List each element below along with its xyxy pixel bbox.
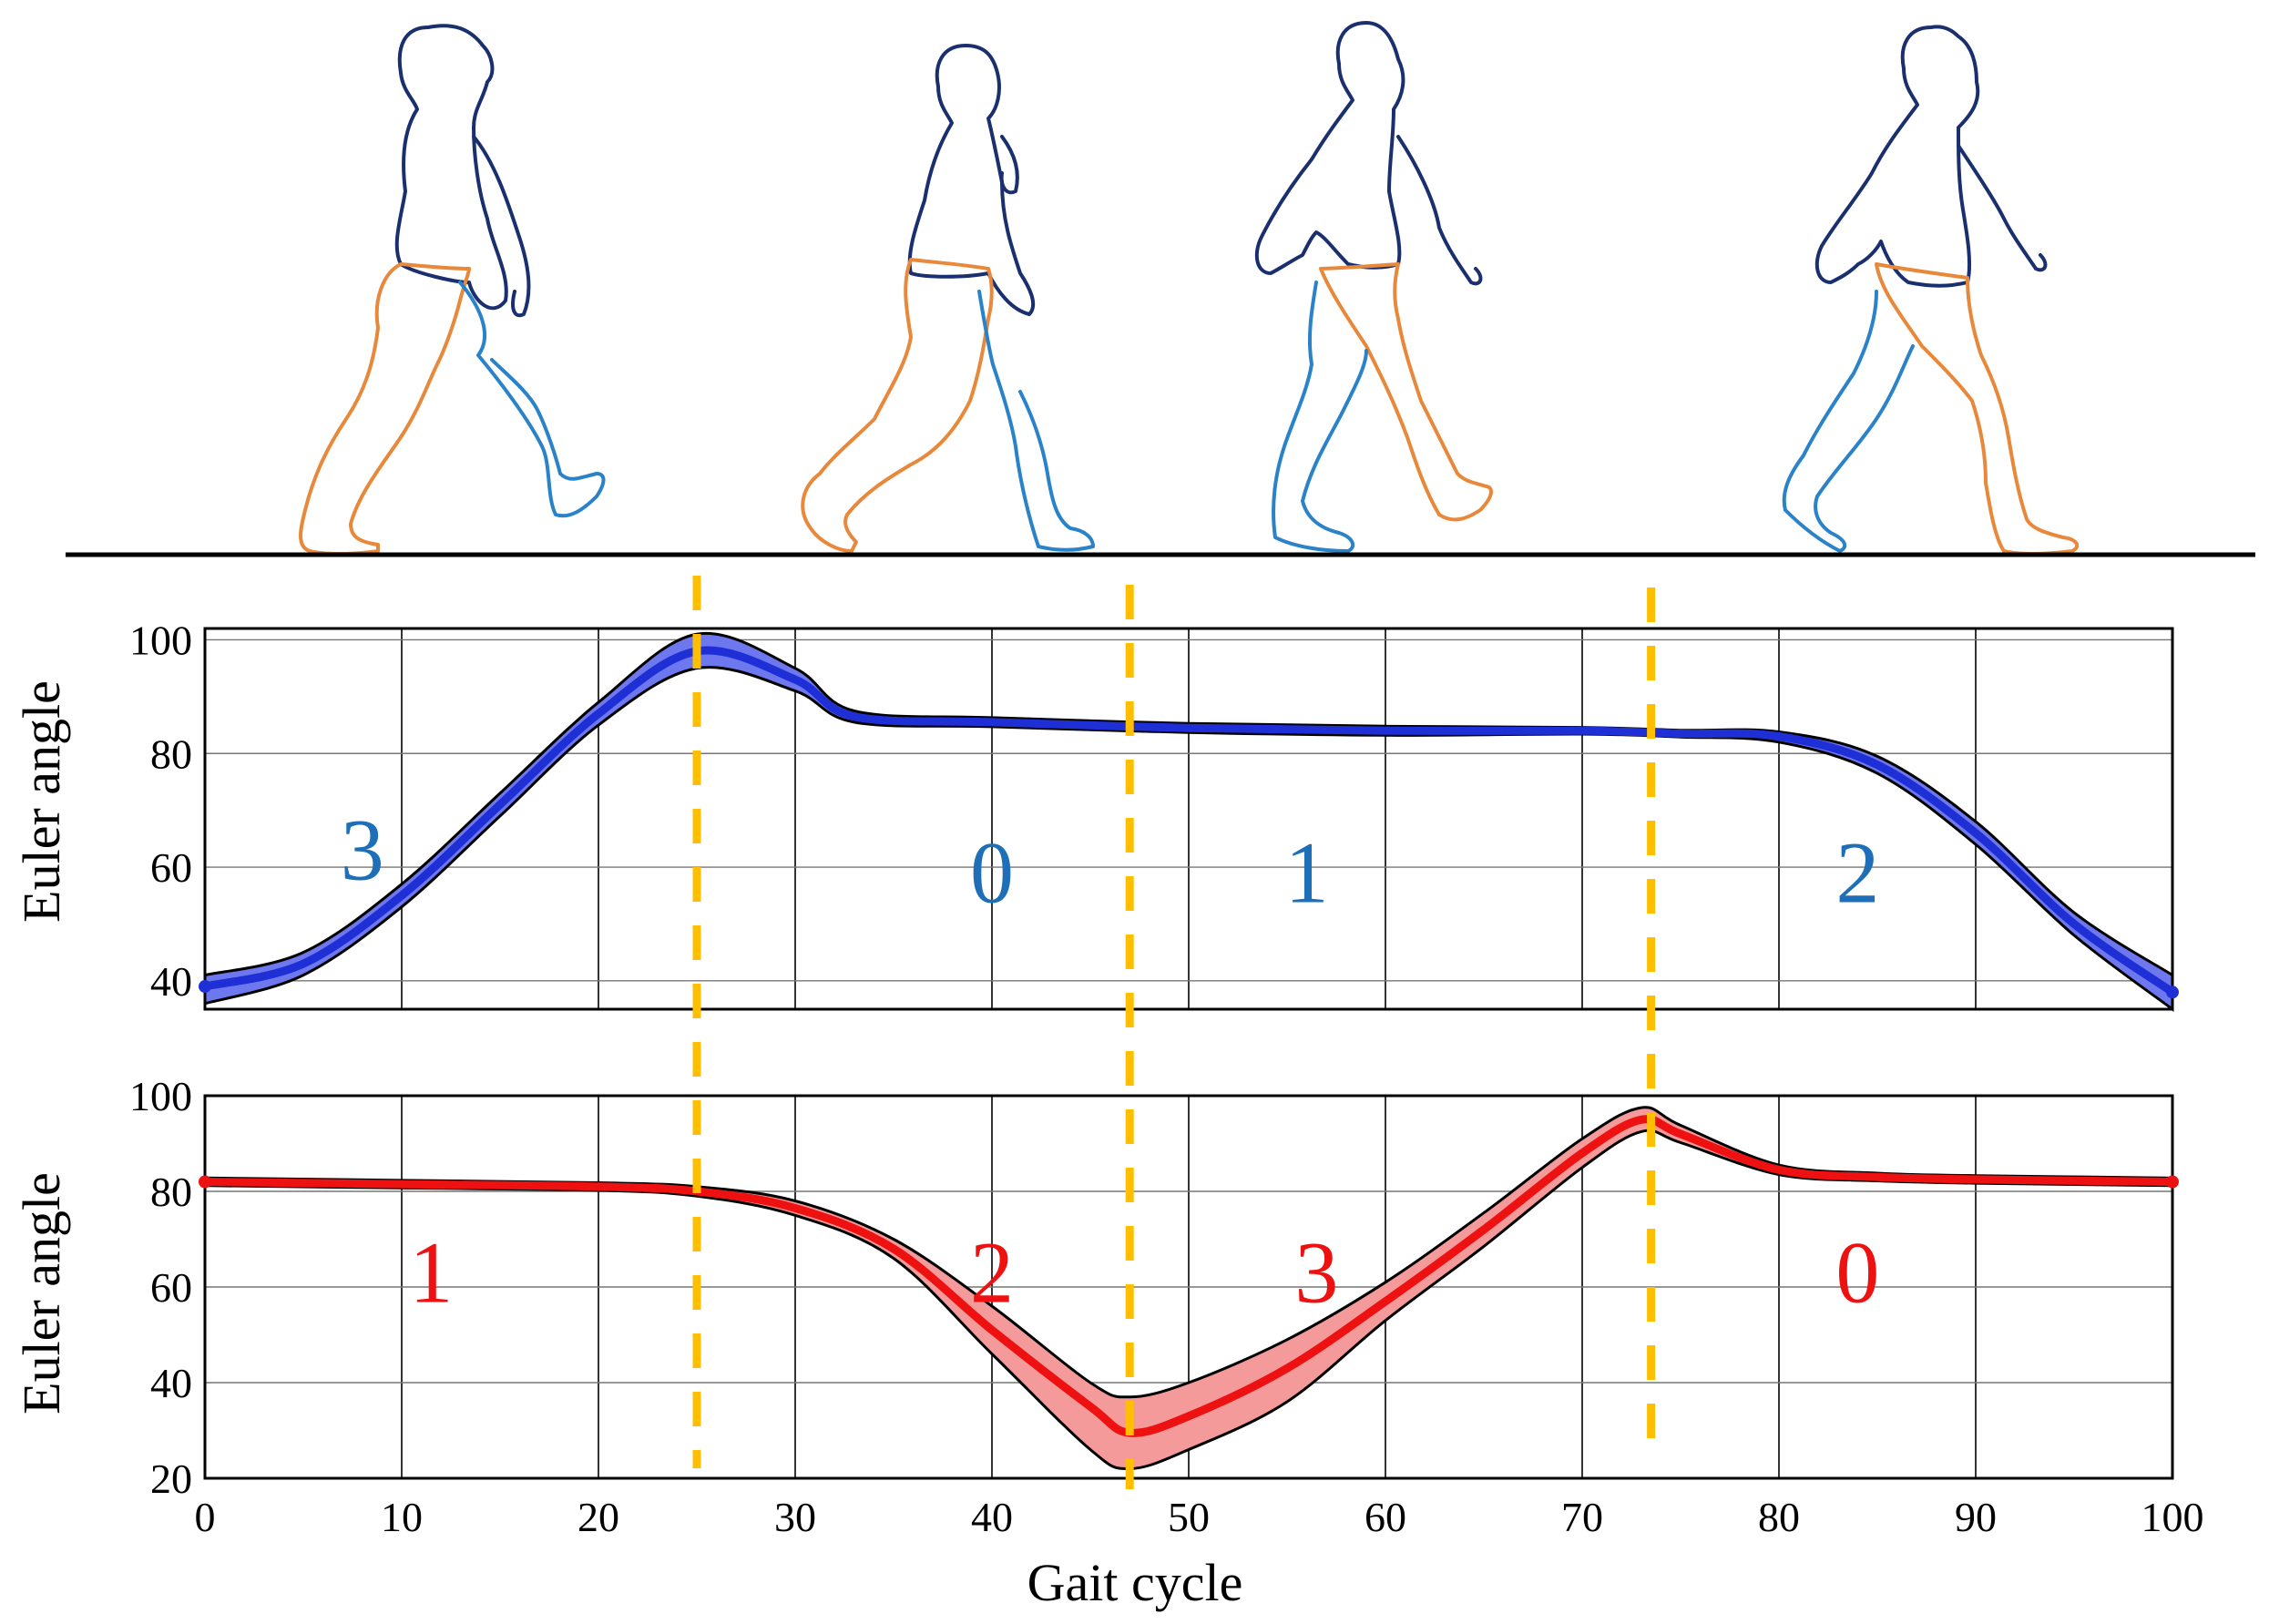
top-y-axis-label: Euler angle (12, 680, 71, 923)
top-phase-label: 0 (970, 823, 1014, 921)
bottom-y-tick-labels: 20 40 60 80 100 (129, 1073, 192, 1502)
top-phase-labels: 3 0 1 2 (341, 801, 1880, 921)
x-tick-label: 90 (1955, 1494, 1997, 1540)
walking-silhouette-3 (1254, 21, 1493, 553)
bottom-y-tick-label: 80 (150, 1169, 192, 1215)
bottom-series-end-point (199, 1175, 211, 1189)
x-tick-label: 10 (381, 1494, 423, 1540)
top-phase-label: 3 (341, 801, 384, 898)
x-tick-label: 100 (2141, 1494, 2204, 1540)
x-tick-label: 0 (195, 1494, 216, 1540)
bottom-y-tick-label: 20 (150, 1455, 192, 1502)
bottom-phase-label: 3 (1294, 1223, 1338, 1321)
top-y-tick-label: 40 (150, 958, 192, 1005)
bottom-series-end-point (2166, 1175, 2179, 1189)
top-phase-label: 2 (1835, 823, 1879, 921)
top-series-end-point (2166, 986, 2179, 999)
top-plot-frame (203, 627, 2174, 1011)
bottom-series-mean-line (204, 1115, 2173, 1437)
walking-silhouette-1 (299, 24, 606, 557)
bottom-phase-label: 0 (1835, 1223, 1879, 1321)
top-series-mean-line (204, 646, 2175, 996)
x-tick-label: 60 (1364, 1494, 1406, 1540)
x-tick-label: 40 (971, 1494, 1013, 1540)
top-series-end-point (199, 980, 211, 994)
bottom-x-tick-labels: 0 10 20 30 40 50 60 70 80 90 100 (195, 1494, 2204, 1540)
top-y-tick-label: 80 (150, 730, 192, 777)
bottom-y-tick-label: 100 (129, 1073, 192, 1119)
walking-silhouette-2 (801, 44, 1095, 553)
x-tick-label: 20 (577, 1494, 619, 1540)
top-grid (204, 628, 2173, 1009)
walking-silhouette-4 (1782, 25, 2080, 557)
bottom-y-tick-label: 60 (150, 1264, 192, 1311)
x-tick-label: 50 (1168, 1494, 1210, 1540)
x-tick-label: 80 (1758, 1494, 1800, 1540)
bottom-phase-label: 1 (409, 1223, 453, 1321)
top-y-tick-labels: 40 60 80 100 (129, 617, 192, 1004)
top-y-tick-label: 60 (150, 844, 192, 891)
x-axis-label: Gait cycle (1027, 1553, 1243, 1612)
bottom-phase-labels: 1 2 3 0 (409, 1223, 1879, 1321)
phase-marker-lines (692, 576, 1656, 1489)
top-phase-label: 1 (1285, 823, 1329, 921)
top-y-tick-label: 100 (129, 617, 192, 663)
bottom-plot-frame (203, 1094, 2174, 1480)
walking-silhouettes (299, 21, 2080, 557)
bottom-phase-label: 2 (970, 1223, 1014, 1321)
bottom-y-tick-label: 40 (150, 1360, 192, 1406)
x-tick-label: 30 (774, 1494, 816, 1540)
x-tick-label: 70 (1561, 1494, 1603, 1540)
bottom-chart-panel: 20 40 60 80 100 0 10 20 30 40 50 60 70 80 90 100 1 2 3 0 … (12, 1073, 2204, 1612)
bottom-y-axis-label: Euler angle (12, 1172, 71, 1415)
top-chart-panel: 40 60 80 100 3 0 1 2 Euler angle (12, 617, 2179, 1012)
